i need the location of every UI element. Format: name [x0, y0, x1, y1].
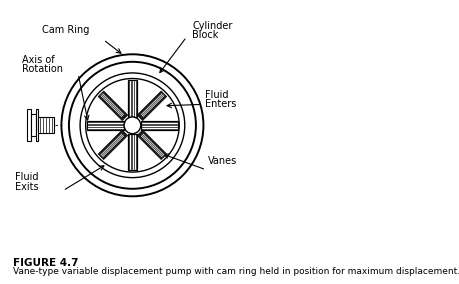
Polygon shape: [128, 134, 137, 170]
Text: Axis of: Axis of: [22, 55, 55, 65]
FancyBboxPatch shape: [27, 109, 30, 141]
Circle shape: [85, 78, 179, 172]
Text: Cam Ring: Cam Ring: [42, 25, 89, 35]
Circle shape: [62, 54, 203, 196]
Text: Fluid: Fluid: [204, 90, 228, 100]
Text: Exits: Exits: [16, 182, 39, 192]
Polygon shape: [128, 80, 137, 117]
Text: Rotation: Rotation: [22, 64, 63, 74]
Polygon shape: [137, 130, 166, 160]
Circle shape: [80, 73, 185, 178]
FancyBboxPatch shape: [38, 118, 54, 133]
Polygon shape: [137, 91, 166, 121]
Polygon shape: [98, 91, 128, 121]
Text: Cylinder: Cylinder: [192, 21, 232, 31]
Polygon shape: [98, 130, 128, 160]
Text: Block: Block: [192, 30, 218, 40]
FancyBboxPatch shape: [30, 114, 35, 136]
Text: Vane-type variable displacement pump with cam ring held in position for maximum : Vane-type variable displacement pump wit…: [13, 267, 459, 276]
Polygon shape: [87, 121, 124, 130]
Circle shape: [69, 62, 196, 189]
Text: Enters: Enters: [204, 99, 235, 108]
Circle shape: [124, 117, 140, 134]
Polygon shape: [140, 121, 177, 130]
Text: FIGURE 4.7: FIGURE 4.7: [13, 258, 78, 268]
Text: Vanes: Vanes: [207, 156, 236, 166]
Text: Fluid: Fluid: [16, 172, 39, 182]
FancyBboxPatch shape: [35, 109, 38, 141]
